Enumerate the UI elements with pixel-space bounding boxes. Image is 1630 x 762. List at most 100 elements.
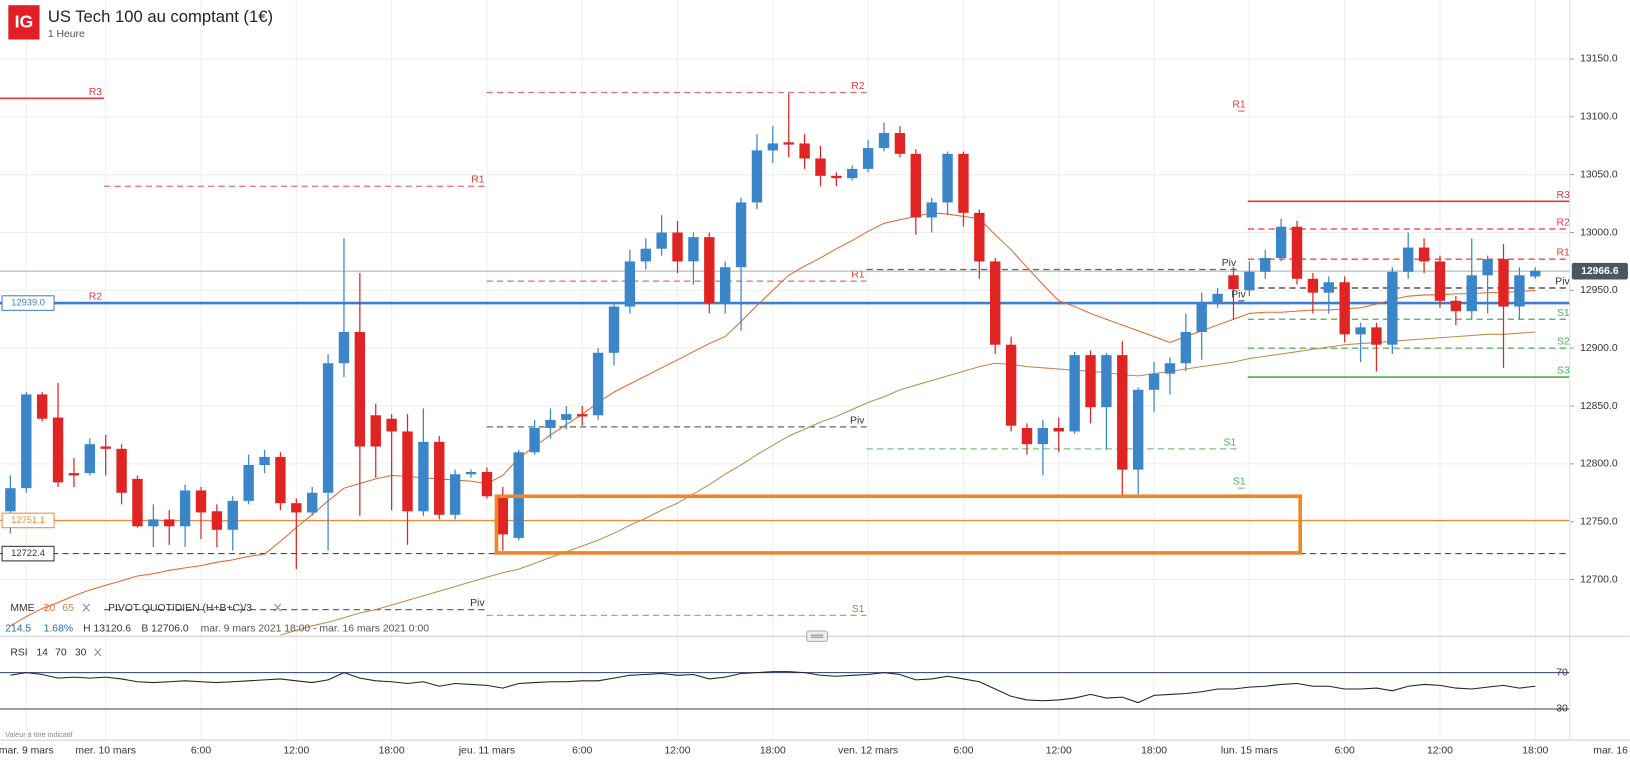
candle-body: [1212, 293, 1223, 304]
logo-text: IG: [15, 12, 34, 32]
candle-body: [5, 488, 16, 512]
candle-body: [704, 237, 715, 304]
ema-name: 65: [62, 603, 74, 614]
pivot-label: R1: [1556, 248, 1569, 259]
candle-body: [36, 394, 48, 419]
x-tick-label: 12:00: [1046, 745, 1072, 756]
x-tick-label: ven. 12 mars: [838, 745, 898, 756]
candle-body: [1307, 278, 1319, 293]
candle-body: [21, 394, 32, 489]
candle-body: [1180, 331, 1192, 364]
x-tick-label: mar. 16: [1593, 745, 1628, 756]
resize-handle[interactable]: [806, 630, 828, 642]
last-price-box: [1571, 262, 1628, 280]
candle-body: [497, 496, 509, 535]
candle-body: [1037, 427, 1049, 445]
candle-body: [402, 431, 413, 512]
candle-body: [1482, 259, 1493, 276]
candle-body: [354, 331, 366, 447]
pivot-label: R2: [1556, 218, 1569, 229]
candle-body: [862, 148, 874, 169]
rsi-param: 30: [75, 648, 87, 659]
x-tick-label: 6:00: [953, 745, 973, 756]
close-icon[interactable]: [274, 603, 282, 612]
candle-body: [322, 363, 334, 493]
change: 214.5: [5, 624, 31, 635]
candle-body: [608, 306, 620, 353]
x-tick-label: jeu. 11 mars: [458, 745, 515, 756]
candle-body: [799, 143, 810, 159]
candle-body: [719, 267, 731, 304]
ema-line: [10, 212, 1536, 627]
candle-body: [1164, 363, 1176, 374]
y-tick-label: 13050.0: [1580, 169, 1618, 180]
candle-body: [259, 456, 270, 466]
y-tick-label: 13000.0: [1580, 227, 1618, 238]
candle-body: [1371, 327, 1382, 345]
candle-body: [1132, 389, 1144, 470]
candle-body: [640, 248, 651, 262]
candle-body: [227, 500, 238, 530]
candle-body: [100, 446, 111, 449]
candle-body: [481, 471, 493, 497]
candle-body: [1434, 261, 1446, 301]
close-stroke: [274, 603, 282, 612]
candle-body: [815, 158, 826, 176]
candle-body: [1005, 344, 1017, 426]
y-tick-label: 12900.0: [1580, 343, 1618, 354]
annotation-box: [494, 494, 1303, 555]
price-box: [1, 295, 55, 311]
handle[interactable]: [806, 630, 828, 642]
change-pct: 1.68%: [44, 624, 73, 635]
pivot-label: Piv: [1231, 289, 1246, 300]
close-icon[interactable]: [82, 603, 90, 612]
candle-body: [1450, 300, 1462, 312]
pivot-label: S1: [1557, 308, 1570, 319]
low: B 12706.0: [141, 624, 189, 635]
candle-body: [1260, 257, 1271, 272]
candle-body: [592, 352, 604, 416]
x-tick-label: lun. 15 mars: [1221, 745, 1278, 756]
candle-body: [243, 465, 254, 501]
y-tick-label: 12750.0: [1580, 516, 1618, 527]
candle-body: [1196, 303, 1207, 332]
candle-body: [1514, 275, 1525, 307]
rsi-tick-label: 30: [1556, 704, 1568, 715]
close-icon[interactable]: [94, 648, 102, 657]
pivot-label: R3: [1556, 190, 1569, 201]
candle-body: [767, 143, 779, 151]
candle-body: [894, 133, 906, 154]
candle-body: [1148, 373, 1160, 390]
candle-body: [1403, 247, 1414, 272]
rsi-label: RSI: [10, 648, 27, 659]
candle-body: [465, 471, 477, 475]
candle-body: [370, 415, 381, 447]
high: H 13120.6: [83, 624, 131, 635]
candle-body: [688, 237, 699, 262]
ema-name: 20: [44, 603, 56, 614]
price-box: [1, 545, 55, 562]
candle-body: [434, 441, 445, 515]
candle-body: [386, 418, 397, 432]
price-box-label: 12722.4: [11, 548, 45, 558]
candle-body: [418, 441, 429, 512]
title: US Tech 100 au comptant (1€): [48, 7, 273, 26]
pivot-label: R1: [1232, 100, 1245, 111]
candle-body: [179, 490, 191, 527]
last-price-label: 12966.6: [1581, 266, 1619, 277]
rsi-line: [10, 671, 1536, 704]
candle-body: [164, 519, 175, 527]
x-tick-label: 6:00: [191, 745, 211, 756]
rsi-tick-label: 70: [1556, 667, 1568, 678]
price-box-label: 12751.1: [11, 515, 45, 525]
candle-body: [68, 473, 80, 476]
candle-body: [195, 490, 207, 513]
pivot-label: Piv: [1222, 258, 1237, 269]
ema-line: [280, 331, 1536, 636]
candle-body: [291, 503, 302, 513]
x-tick-label: mar. 9 mars: [0, 745, 54, 756]
candle-body: [1228, 275, 1239, 290]
note: Valeur à titre indicatif: [5, 730, 73, 739]
candle-body: [211, 511, 223, 530]
y-tick-label: 12800.0: [1580, 459, 1618, 470]
